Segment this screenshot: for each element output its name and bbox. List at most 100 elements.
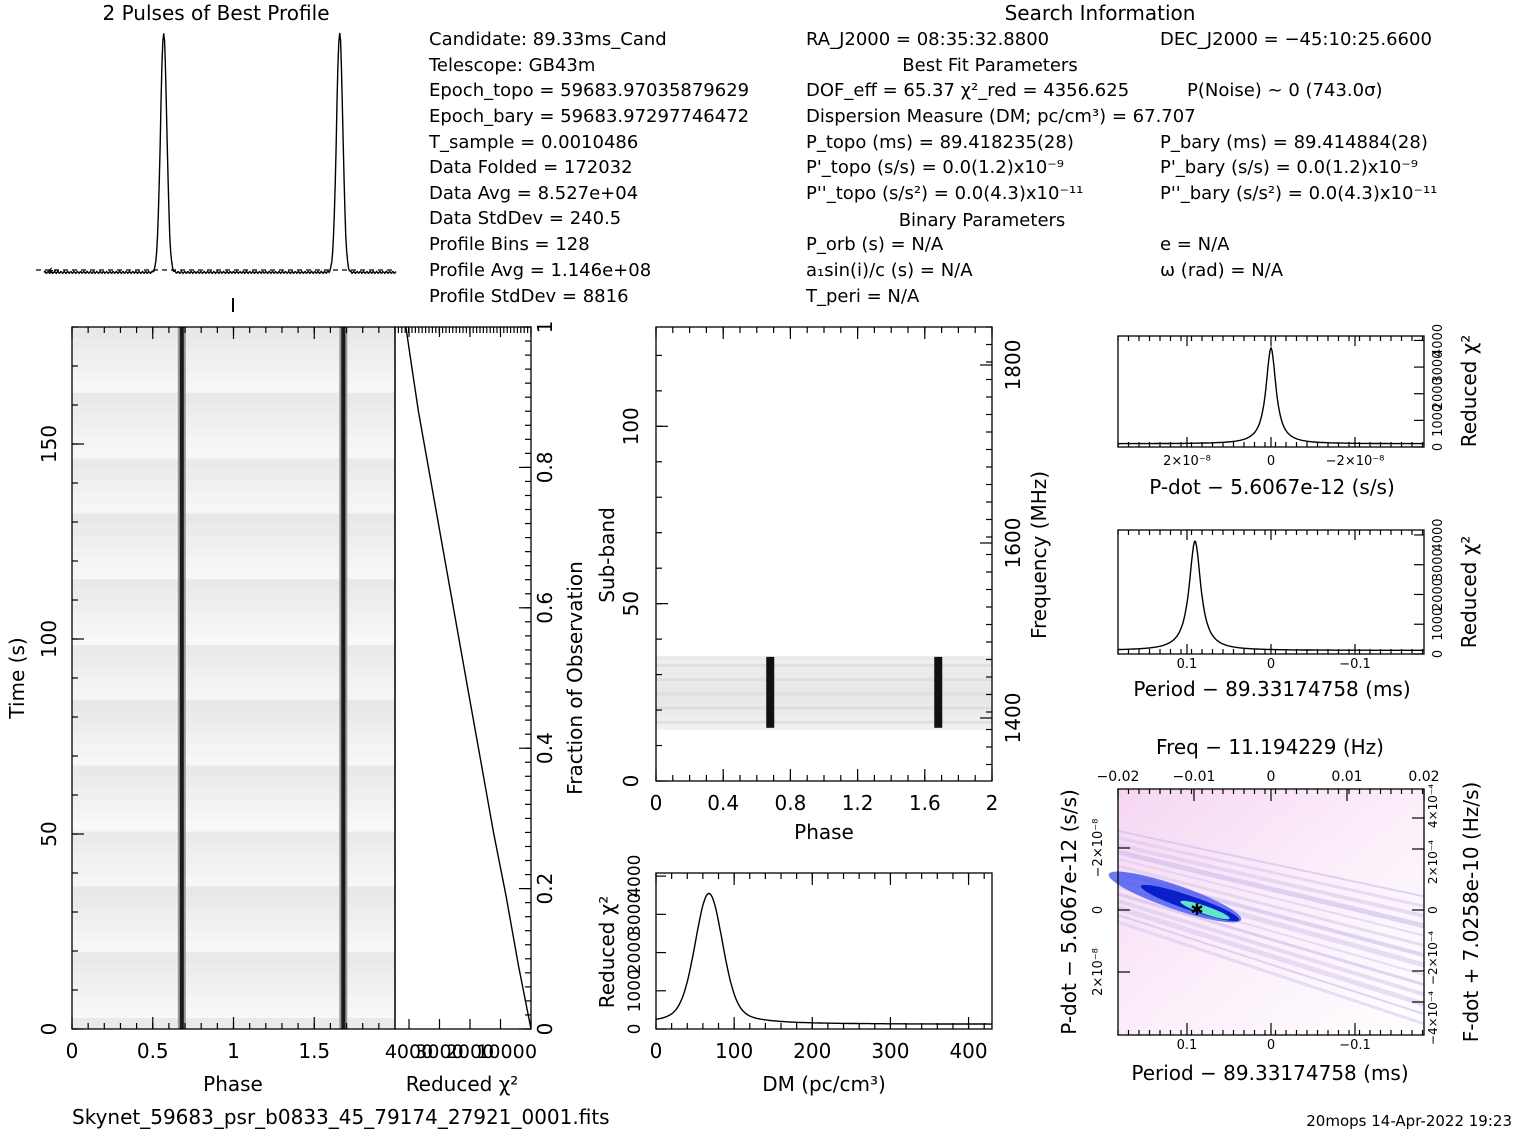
sb-ylabel-right: Frequency (MHz): [1027, 471, 1051, 639]
info-right-line-0: DEC_J2000 = −45:10:25.6600: [1160, 29, 1432, 50]
pe-ytick-3: 3000: [1431, 548, 1446, 581]
sb-ytick-right-2: 1800: [1001, 340, 1025, 391]
time-row: [72, 667, 395, 678]
tc-xtick-4: 0: [525, 1041, 537, 1063]
time-row: [72, 425, 395, 437]
subband-row: [656, 656, 992, 660]
info-left-column: Candidate: 89.33ms_Cand Telescope: GB43m E…: [428, 29, 749, 307]
pe-xtick-2: −0.1: [1339, 657, 1371, 672]
time-row: [72, 370, 395, 382]
pp-ytick-right-4: 4×10⁻⁴: [1426, 784, 1440, 828]
dm-xtick-2: 200: [793, 1039, 831, 1063]
pe-ytick-1: 1000: [1431, 608, 1446, 641]
pd-xtick-1: 0: [1267, 454, 1275, 469]
pp-ytick-right-1: −2×10⁻⁴: [1426, 931, 1440, 985]
sb-ytick-2: 100: [619, 407, 643, 445]
period-chi2-frame: [1117, 529, 1425, 655]
pe-ytick-4: 4000: [1431, 518, 1446, 551]
tp-xtick-1: 0.5: [137, 1039, 169, 1063]
time-row: [72, 502, 395, 514]
time-row: [72, 996, 395, 1008]
dm-xtick-4: 400: [949, 1039, 987, 1063]
time-row: [72, 678, 395, 689]
dm-ytick-2: 2000: [625, 931, 645, 974]
pp-title: Freq − 11.194229 (Hz): [1156, 735, 1384, 759]
time-row: [72, 941, 395, 953]
info-right-line-3: P'_bary (s/s) = 0.0(1.2)x10⁻⁹: [1160, 157, 1418, 178]
info-left-line-7: Data StdDev = 240.5: [429, 208, 621, 229]
pulse-track-0: [179, 327, 184, 1029]
profile-title: 2 Pulses of Best Profile: [103, 1, 330, 25]
tp-xtick-0: 0: [66, 1039, 79, 1063]
sb-ylabel: Sub-band: [595, 507, 619, 603]
sb-xtick-4: 1.6: [909, 791, 941, 815]
subband-row: [656, 713, 992, 717]
pp-ytick-right-2: 0: [1426, 906, 1440, 914]
subband-row: [656, 720, 992, 724]
subband-pulse-1: [934, 656, 943, 728]
time-row: [72, 886, 395, 898]
pp-ylabel-right: F-dot + 7.0258e-10 (Hz/s): [1459, 782, 1483, 1043]
time-row: [72, 469, 395, 481]
profile-trace: [43, 32, 397, 275]
pulse-track-1: [341, 327, 346, 1029]
tc-ytick-0: 0: [533, 1023, 557, 1036]
time-row: [72, 557, 395, 569]
time-row: [72, 787, 395, 799]
info-left-line-3: Epoch_bary = 59683.97297746472: [429, 106, 749, 127]
info-left-line-10: Profile StdDev = 8816: [429, 286, 629, 307]
info-right-column: DEC_J2000 = −45:10:25.6600 P(Noise) ~ 0 (…: [1160, 29, 1437, 281]
info-mid-line-0: RA_J2000 = 08:35:32.8800: [806, 29, 1049, 50]
pdot-chi2-frame: [1117, 335, 1425, 448]
subband-pulse-0: [766, 656, 775, 728]
tc-xtick-3: 1000: [476, 1041, 524, 1063]
tc-ytick-5: 1: [533, 321, 557, 334]
time-row: [72, 952, 395, 964]
pp-xtick-1: 0: [1267, 1038, 1275, 1053]
tc-xtick-0: 4000: [385, 1041, 433, 1063]
time-row: [72, 985, 395, 997]
pp-xtick-top-2: 0: [1267, 769, 1276, 785]
dm-chi2-frame: [655, 872, 993, 1030]
time-row: [72, 458, 395, 470]
best-fit-marker-icon: ✱: [1190, 900, 1203, 919]
time-row: [72, 436, 395, 448]
time-row: [72, 414, 395, 426]
info-left-line-9: Profile Avg = 1.146e+08: [429, 260, 651, 281]
sb-xtick-1: 0.4: [707, 791, 739, 815]
time-row: [72, 546, 395, 558]
time-row: [72, 721, 395, 733]
info-right-line-1: P(Noise) ~ 0 (743.0σ): [1187, 80, 1383, 101]
time-row: [72, 447, 395, 459]
pp-ylabel: P-dot − 5.6067e-12 (s/s): [1057, 789, 1081, 1035]
tp-xtick-3: 1.5: [298, 1039, 330, 1063]
tp-ytick-0: 0: [37, 1023, 61, 1036]
pdot-chi2-trace: [1118, 345, 1424, 445]
info-left-line-0: Candidate: 89.33ms_Cand: [429, 29, 667, 50]
time-row: [72, 634, 395, 646]
subband-row: [656, 699, 992, 703]
sb-ytick-1: 50: [619, 591, 643, 616]
pp-ytick-0: 2×10⁻⁸: [1091, 948, 1106, 996]
tp-ytick-1: 50: [37, 821, 61, 846]
info-middle-column: RA_J2000 = 08:35:32.8800 DOF_eff = 65.37 …: [805, 29, 1196, 307]
ridge-line: [1117, 830, 1425, 898]
time-row: [72, 623, 395, 635]
tc-ytick-3: 0.6: [533, 592, 557, 624]
time-row: [72, 842, 395, 854]
tp-xlabel: Phase: [203, 1072, 263, 1096]
pe-xtick-1: 0: [1267, 657, 1275, 672]
footer-filename: Skynet_59683_psr_b0833_45_79174_27921_00…: [72, 1105, 610, 1129]
time-phase-plot: 0 0.5 1 1.5 0 50 100 150: [37, 326, 396, 1063]
pd-xtick-0: 2×10⁻⁸: [1163, 454, 1211, 469]
time-row: [72, 776, 395, 788]
time-row: [72, 392, 395, 404]
info-left-line-8: Profile Bins = 128: [429, 234, 590, 255]
info-left-line-4: T_sample = 0.0010486: [428, 132, 638, 153]
pe-xtick-0: 0.1: [1177, 657, 1198, 672]
ridge-line: [1117, 920, 1425, 1026]
time-row: [72, 710, 395, 722]
